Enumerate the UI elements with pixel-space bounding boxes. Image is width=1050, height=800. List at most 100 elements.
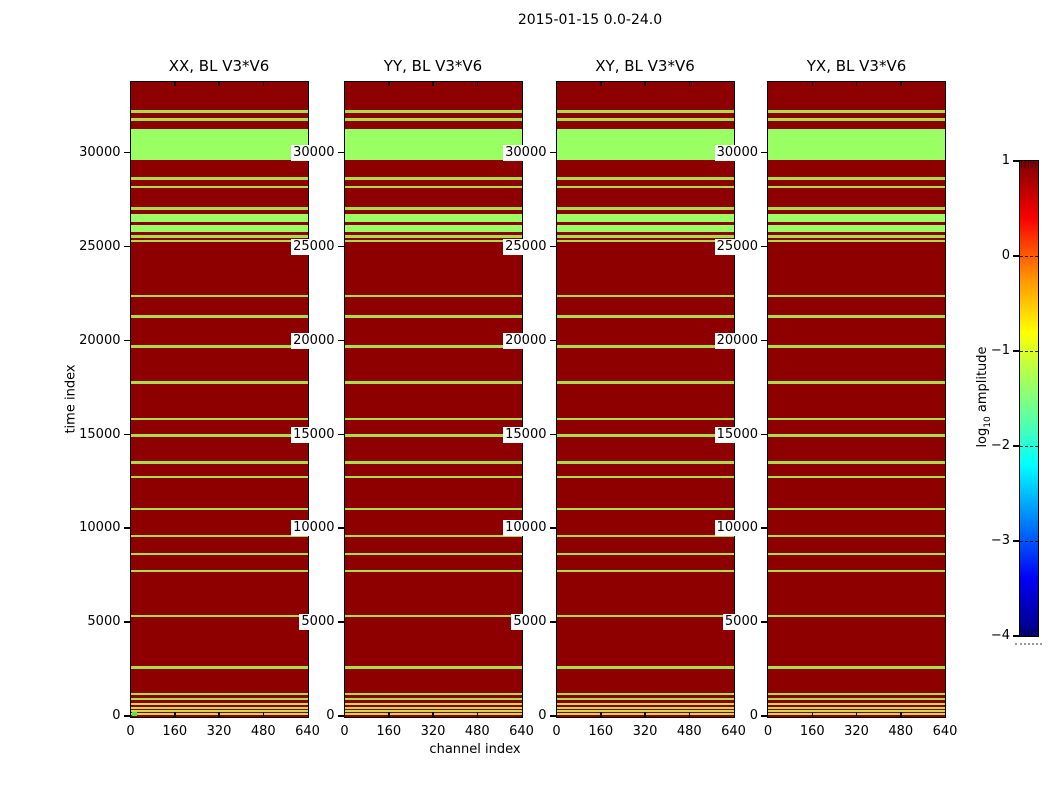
colorbar-tick-label: −4 xyxy=(990,628,1010,643)
heatmap-stripe xyxy=(768,569,945,573)
y-tick xyxy=(337,433,344,436)
colorbar-tick xyxy=(1013,350,1019,352)
x-tick-mark xyxy=(811,712,813,717)
heatmap-panel-yx: YX, BL V3*V6 30000 25000 20000 15000 10000 500… xyxy=(714,57,957,739)
y-tick xyxy=(549,151,556,154)
heatmap-stripe xyxy=(130,703,308,706)
y-tick xyxy=(761,527,767,529)
heatmap-stripe xyxy=(556,461,734,464)
heatmap-stripe xyxy=(556,207,734,210)
heatmap-stripe xyxy=(130,569,308,573)
heatmap-stripe xyxy=(556,614,734,618)
y-tick-label: 25000 xyxy=(77,238,123,255)
y-tick-label: 10000 xyxy=(714,520,760,536)
y-tick xyxy=(337,339,344,342)
heatmap-stripe xyxy=(556,507,734,511)
y-tick-label: 5000 xyxy=(722,614,760,630)
y-tick xyxy=(123,527,130,529)
heatmap-stripe xyxy=(130,434,308,437)
heatmap-stripe xyxy=(130,118,308,121)
x-tick-mark xyxy=(855,712,858,717)
heatmap-stripe xyxy=(344,666,522,669)
heatmap-stripe xyxy=(130,417,308,421)
y-tick xyxy=(549,433,556,436)
figure-title: 2015-01-15 0.0-24.0 xyxy=(517,12,663,28)
y-tick xyxy=(761,151,767,154)
heatmap-stripe xyxy=(556,185,734,189)
heatmap-stripe xyxy=(344,534,522,538)
panel-title: YY, BL V3*V6 xyxy=(383,56,483,75)
heatmap-stripe xyxy=(556,434,734,437)
heatmap-stripe xyxy=(556,666,734,669)
colorbar-tick-label: 0 xyxy=(1001,248,1010,263)
heatmap-stripe xyxy=(556,239,734,243)
y-tick-label: 5000 xyxy=(85,614,123,630)
heatmap-stripe xyxy=(130,207,308,210)
heatmap-stripe xyxy=(344,177,522,180)
y-tick xyxy=(549,245,556,248)
heatmap-stripe xyxy=(130,177,308,180)
panel-title: XY, BL V3*V6 xyxy=(595,56,695,75)
x-tick-mark xyxy=(900,712,902,717)
x-tick-mark xyxy=(432,81,434,86)
y-tick-label: 25000 xyxy=(714,238,760,255)
y-tick xyxy=(337,621,344,623)
y-tick xyxy=(337,527,344,529)
heatmap-stripe xyxy=(768,110,945,114)
x-tick-label: 0 xyxy=(552,723,561,739)
heatmap-stripe xyxy=(556,225,734,232)
x-tick-label: 320 xyxy=(844,723,869,739)
x-tick-label: 320 xyxy=(420,723,446,739)
y-tick-label: 0 xyxy=(747,708,760,724)
colorbar-tick-label: −2 xyxy=(990,438,1010,453)
x-tick-mark xyxy=(644,712,646,717)
x-tick-label: 160 xyxy=(162,723,188,739)
x-tick-label: 480 xyxy=(250,723,276,739)
heatmap-panel-xx: XX, BL V3*V6 30000 25000 20000 15000 10000 500… xyxy=(77,57,320,739)
heatmap-stripe xyxy=(768,417,945,421)
y-tick-label: 30000 xyxy=(714,144,760,161)
colorbar-tick xyxy=(1013,445,1019,447)
heatmap-stripe xyxy=(130,697,308,701)
y-tick xyxy=(337,151,344,154)
heatmap-stripe xyxy=(130,345,308,348)
heatmap-stripe xyxy=(556,417,734,421)
y-tick xyxy=(549,621,556,623)
heatmap-stripe xyxy=(344,239,522,243)
x-tick-label: 480 xyxy=(464,723,490,739)
heatmap-stripe xyxy=(556,315,734,318)
heatmap-stripe xyxy=(130,706,308,709)
heatmap-stripe xyxy=(768,507,945,511)
y-tick xyxy=(549,715,556,717)
x-tick-label: 160 xyxy=(376,723,402,739)
y-tick-label: 10000 xyxy=(291,520,337,536)
heatmap-stripe xyxy=(344,214,522,222)
heatmap-stripe xyxy=(768,129,945,160)
heatmap-stripe xyxy=(130,692,308,696)
y-tick xyxy=(123,715,130,717)
y-axis-label: time index xyxy=(63,364,79,434)
heatmap-stripe xyxy=(556,110,734,114)
heatmap-stripe xyxy=(344,185,522,189)
heatmap-stripe xyxy=(556,710,734,712)
heatmap-stripe xyxy=(768,692,945,696)
y-tick xyxy=(123,245,130,248)
heatmap-stripe xyxy=(768,315,945,318)
y-tick-label: 20000 xyxy=(291,332,337,349)
heatmap-stripe xyxy=(130,129,308,160)
x-tick-label: 160 xyxy=(588,723,614,739)
x-tick-label: 640 xyxy=(509,723,534,739)
heatmap-stripe xyxy=(768,614,945,618)
heatmap-stripe xyxy=(556,706,734,709)
heatmap-stripe xyxy=(130,381,308,385)
y-tick-label: 0 xyxy=(324,708,337,724)
heatmap-stripe xyxy=(344,235,522,238)
heatmap-stripe xyxy=(556,703,734,706)
heatmap-stripe xyxy=(556,345,734,348)
heatmap-stripe xyxy=(768,706,945,709)
heatmap-stripe xyxy=(130,214,308,222)
heatmap-stripe xyxy=(768,185,945,189)
colorbar-tick-line xyxy=(1020,540,1038,542)
x-tick-mark xyxy=(600,712,602,717)
